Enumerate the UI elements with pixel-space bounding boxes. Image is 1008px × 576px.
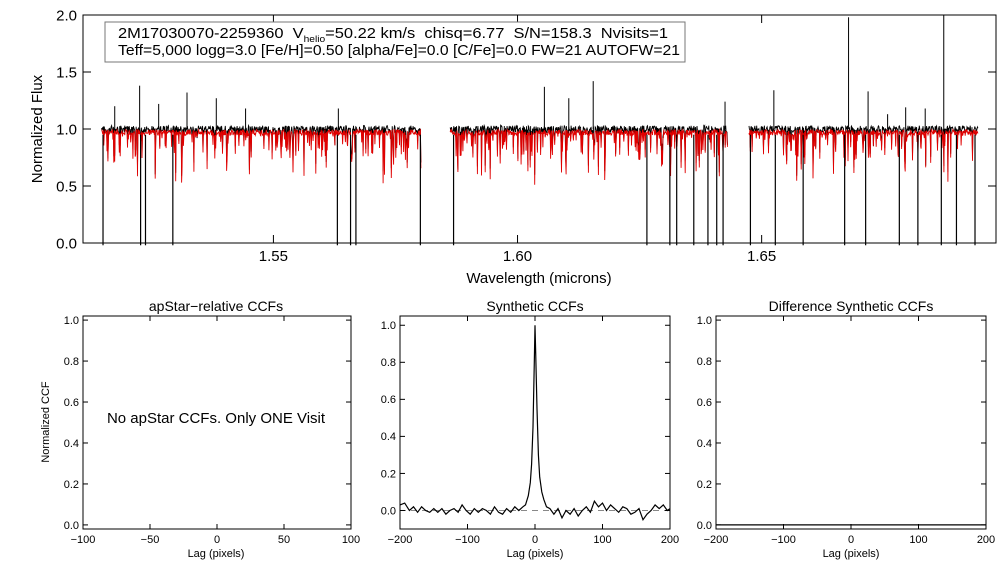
nvisits-value: Nvisits=1: [601, 26, 668, 42]
apstar-ccf-x-tick-label: 0: [214, 534, 220, 546]
difference-ccf-y-tick-label: 0.4: [697, 438, 712, 450]
spectrum-x-tick-label: 1.55: [259, 248, 288, 265]
difference-ccf-title: Difference Synthetic CCFs: [769, 298, 934, 314]
spectrum-y-tick-label: 1.0: [56, 121, 77, 138]
model-spectrum-chip-3: [748, 128, 979, 182]
apstar-ccf-y-tick-label: 1.0: [64, 315, 79, 327]
apstar-ccf-x-tick-label: 100: [342, 534, 360, 546]
synthetic-ccf-x-tick-label: 100: [593, 534, 611, 546]
info-line-2: Teff=5,000 logg=3.0 [Fe/H]=0.50 [alpha/F…: [118, 43, 680, 59]
spectrum-x-tick-label: 1.60: [503, 248, 532, 265]
info-box: 2M17030070-2259360 Vhelio =50.22 km/s chi…: [104, 21, 686, 63]
spectrum-x-label: Wavelength (microns): [466, 270, 611, 287]
difference-ccf-y-tick-label: 0.6: [697, 397, 712, 409]
apstar-ccf-y-tick-label: 0.0: [64, 520, 79, 532]
synthetic-ccf-ticks: −200 −100 0 100 200 0.0 0.2 0.4 0.6 0.8 1.0: [381, 316, 679, 546]
difference-ccf-y-tick-label: 1.0: [697, 315, 712, 327]
apstar-ccf-ticks: −100 −50 0 50 100 0.0 0.2 0.4 0.6 0.8 1.0: [64, 315, 360, 546]
difference-ccf-ticks: −200 −100 0 100 200 0.0 0.2 0.4 0.6 0.8 1.0: [697, 315, 995, 546]
synthetic-ccf-plot-area: [399, 325, 671, 521]
spectrum-y-tick-label: 0.0: [56, 235, 77, 252]
apstar-ccf-panel: apStar−relative CCFs −100 −50 0 50 100 0.0 0.2…: [40, 298, 360, 560]
snr-value: S/N=158.3: [514, 26, 592, 42]
spectrum-x-tick-label: 1.65: [747, 248, 776, 265]
apstar-ccf-x-tick-label: −100: [71, 534, 96, 546]
apstar-ccf-title: apStar−relative CCFs: [149, 298, 283, 314]
vhelio-value: =50.22 km/s: [325, 26, 415, 42]
apstar-ccf-y-label: Normalized CCF: [40, 381, 52, 463]
info-line-1: 2M17030070-2259360 Vhelio =50.22 km/s chi…: [118, 26, 668, 44]
synthetic-ccf-x-label: Lag (pixels): [507, 548, 564, 560]
apstar-ccf-y-tick-label: 0.2: [64, 479, 79, 491]
star-id: 2M17030070-2259360: [118, 26, 284, 42]
synthetic-ccf-y-tick-label: 0.6: [381, 394, 396, 406]
difference-ccf-frame: [715, 315, 987, 530]
chisq-value: chisq=6.77: [424, 26, 504, 42]
apstar-ccf-y-tick-label: 0.4: [64, 438, 79, 450]
difference-ccf-x-tick-label: −200: [704, 534, 729, 546]
spectrum-y-tick-label: 2.0: [56, 7, 77, 24]
synthetic-ccf-x-tick-label: 0: [532, 534, 538, 546]
synthetic-ccf-x-tick-label: −100: [455, 534, 480, 546]
apstar-ccf-y-tick-label: 0.6: [64, 397, 79, 409]
apstar-ccf-x-label: Lag (pixels): [188, 548, 245, 560]
synthetic-ccf-y-tick-label: 0.8: [381, 357, 396, 369]
spectrum-ticks: 1.55 1.60 1.65 0.0 0.5 1.0 1.5 2.0: [56, 7, 996, 265]
synthetic-ccf-x-tick-label: 200: [661, 534, 679, 546]
spectrum-y-label: Normalized Flux: [29, 74, 46, 183]
apstar-ccf-y-tick-label: 0.8: [64, 356, 79, 368]
synthetic-ccf-y-tick-label: 1.0: [381, 320, 396, 332]
difference-ccf-y-tick-label: 0.0: [697, 520, 712, 532]
synthetic-ccf-y-tick-label: 0.4: [381, 431, 396, 443]
vhelio-subscript: helio: [304, 34, 326, 44]
model-spectrum-chip-1: [101, 128, 422, 184]
synthetic-ccf-title: Synthetic CCFs: [486, 298, 583, 314]
difference-ccf-x-tick-label: 200: [977, 534, 995, 546]
apstar-ccf-x-tick-label: −50: [141, 534, 160, 546]
difference-ccf-y-tick-label: 0.8: [697, 356, 712, 368]
difference-ccf-x-tick-label: 100: [909, 534, 927, 546]
synthetic-ccf-y-tick-label: 0.2: [381, 468, 396, 480]
difference-ccf-x-label: Lag (pixels): [823, 548, 880, 560]
difference-ccf-panel: Difference Synthetic CCFs −200 −100 0 100 20…: [697, 298, 995, 560]
model-spectrum-chip-2: [449, 128, 728, 185]
synthetic-ccf-panel: Synthetic CCFs −200 −100 0 100 200 0.0 0.2 0.4 0…: [381, 298, 679, 560]
synthetic-ccf-y-tick-label: 0.0: [381, 505, 396, 517]
spectrum-plot-area: [101, 15, 979, 246]
synthetic-ccf-x-tick-label: −200: [388, 534, 413, 546]
spectrum-panel: 1.55 1.60 1.65 0.0 0.5 1.0 1.5 2.0 Normalized F…: [29, 7, 997, 287]
spectrum-y-tick-label: 1.5: [56, 64, 77, 81]
spectrum-y-tick-label: 0.5: [56, 178, 77, 195]
difference-ccf-y-tick-label: 0.2: [697, 479, 712, 491]
difference-ccf-x-tick-label: −100: [771, 534, 796, 546]
info-box-frame: [104, 21, 686, 63]
apstar-ccf-x-tick-label: 50: [278, 534, 290, 546]
synthetic-ccf-line: [399, 325, 671, 521]
no-ccf-message: No apStar CCFs. Only ONE Visit: [107, 410, 326, 427]
vhelio-label: V: [293, 26, 304, 42]
difference-ccf-x-tick-label: 0: [848, 534, 854, 546]
